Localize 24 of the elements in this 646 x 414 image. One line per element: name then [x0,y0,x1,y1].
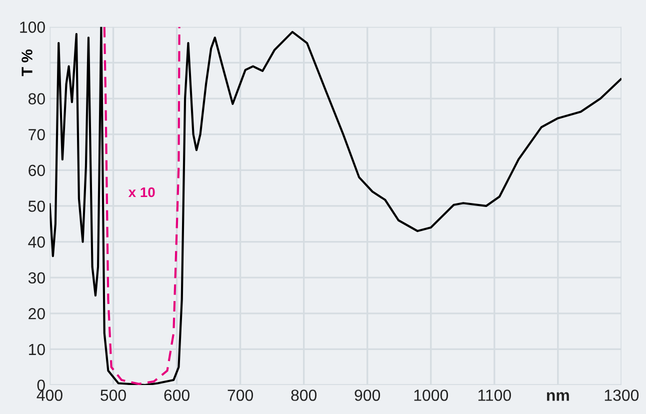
x-tick-label: 900 [354,390,380,401]
x-tick-label: nm [547,392,569,401]
x-tick-label: 1300 [604,390,639,401]
x-tick-label: 700 [228,390,254,401]
y-tick-label: 40 [28,236,45,248]
x-tick-label: 800 [291,390,317,401]
y-tick-label: 70 [28,128,45,140]
line-series [103,26,180,385]
y-tick-label: 0 [37,380,45,391]
series-label: x 10 [128,187,155,198]
y-tick-label: 20 [28,308,45,320]
y-axis-title: T % [22,50,32,76]
x-tick-label: 1000 [414,390,448,401]
y-tick-label: 50 [28,200,45,212]
y-tick-label: 80 [28,93,45,104]
x-tick-label: 600 [164,390,190,401]
x-tick-label: 400 [36,390,62,401]
y-tick-label: 60 [28,164,45,176]
line-series [50,26,622,386]
y-tick-label: 30 [28,272,45,284]
x-tick-label: 1100 [478,390,511,401]
y-tick-label: 100 [20,22,45,33]
x-tick-label: 500 [100,390,126,401]
y-tick-label: 10 [29,344,45,356]
